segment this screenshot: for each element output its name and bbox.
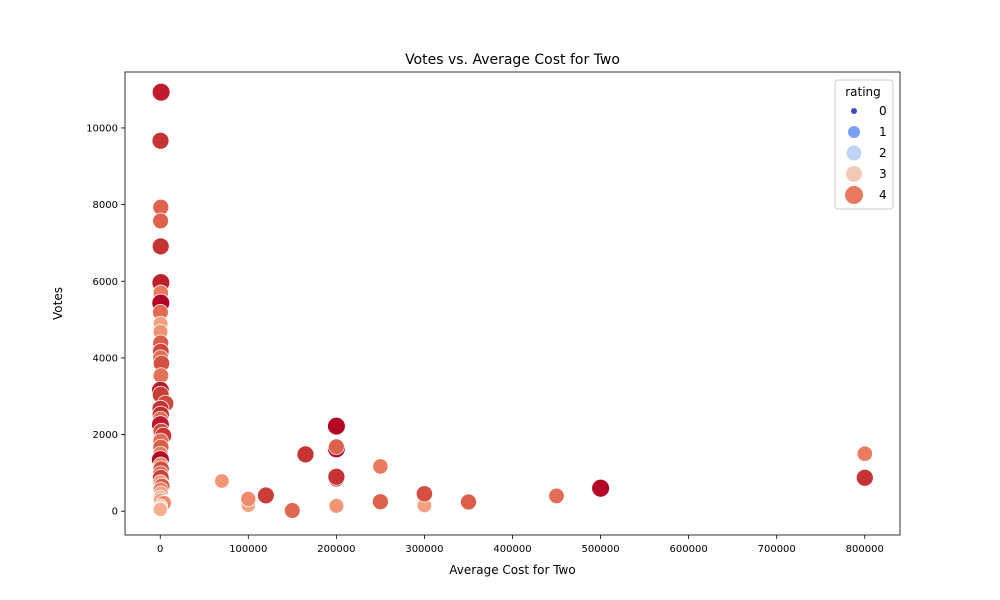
data-point	[284, 503, 300, 519]
data-point	[328, 417, 346, 435]
data-point	[153, 368, 169, 384]
data-point	[152, 238, 169, 255]
x-tick-label: 700000	[758, 544, 796, 555]
data-point	[152, 132, 169, 149]
legend-label: 1	[879, 125, 887, 139]
legend-label: 4	[879, 188, 887, 202]
legend-label: 2	[879, 146, 887, 160]
data-point	[153, 502, 167, 516]
legend-marker	[845, 186, 863, 204]
plot-area	[125, 72, 900, 535]
data-point	[416, 486, 432, 502]
legend-label: 3	[879, 167, 887, 181]
x-tick-label: 400000	[493, 544, 531, 555]
x-tick-label: 600000	[670, 544, 708, 555]
data-point	[258, 487, 275, 504]
y-tick-label: 10000	[86, 123, 118, 134]
data-point	[152, 83, 170, 101]
data-point	[372, 494, 388, 510]
chart-title: Votes vs. Average Cost for Two	[405, 52, 620, 68]
y-axis-title: Votes	[51, 287, 65, 320]
data-point	[373, 459, 388, 474]
legend-marker	[848, 126, 860, 138]
data-point	[461, 494, 477, 510]
data-point	[297, 446, 314, 463]
legend-marker	[846, 166, 862, 182]
data-point	[856, 469, 873, 486]
y-tick-label: 2000	[93, 430, 118, 441]
x-tick-label: 100000	[229, 544, 267, 555]
y-tick-label: 4000	[93, 353, 118, 364]
data-point	[329, 499, 344, 514]
y-tick-label: 0	[112, 507, 118, 518]
data-point	[329, 439, 345, 455]
data-point	[241, 491, 256, 506]
x-axis-title: Average Cost for Two	[449, 563, 575, 577]
y-tick-label: 6000	[93, 277, 118, 288]
x-tick-label: 300000	[405, 544, 443, 555]
data-point	[549, 488, 565, 504]
legend: rating 0 1 2 3 4	[835, 80, 893, 209]
legend-label: 0	[879, 104, 887, 118]
legend-marker	[851, 108, 857, 114]
data-point	[215, 474, 230, 489]
x-tick-label: 500000	[581, 544, 619, 555]
legend-title: rating	[845, 85, 881, 99]
x-tick-label: 200000	[317, 544, 355, 555]
data-point	[328, 468, 345, 485]
x-tick-label: 800000	[846, 544, 884, 555]
y-tick-label: 8000	[93, 200, 118, 211]
legend-marker	[847, 146, 862, 161]
data-point	[857, 446, 872, 461]
x-tick-label: 0	[157, 544, 163, 555]
data-point	[592, 479, 610, 497]
data-point	[153, 213, 169, 229]
